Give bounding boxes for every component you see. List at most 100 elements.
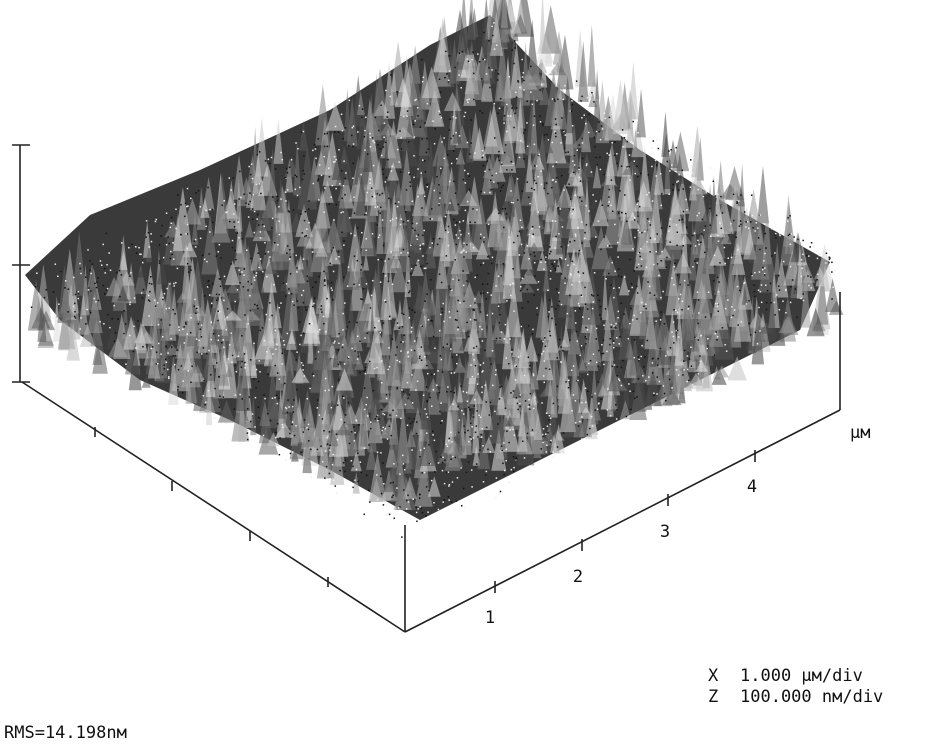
surface-texture [277,200,279,202]
surface-texture [452,403,454,405]
surface-texture [319,329,321,331]
surface-texture [745,226,747,228]
surface-texture [383,322,385,324]
surface-texture [338,364,340,366]
surface-texture [132,351,134,353]
surface-texture [774,252,776,254]
surface-texture [129,302,131,304]
surface-texture [568,387,570,389]
surface-texture [697,215,699,217]
surface-texture [793,236,795,238]
surface-texture [536,53,538,55]
surface-texture [357,453,359,455]
surface-texture [571,110,573,112]
surface-texture [517,178,519,180]
surface-texture [541,448,543,450]
surface-texture [306,427,308,429]
surface-texture [714,266,716,268]
surface-texture [633,315,635,317]
surface-texture [779,233,781,235]
surface-texture [424,472,426,474]
surface-texture [664,393,666,395]
surface-texture [488,224,490,226]
surface-texture [668,150,670,152]
surface-texture [216,294,218,296]
surface-texture [290,453,292,455]
surface-texture [467,142,469,144]
surface-texture [166,361,168,363]
surface-texture [676,369,678,371]
surface-texture [274,242,276,244]
surface-texture [190,317,192,319]
surface-texture [508,363,510,365]
surface-texture [247,439,249,441]
surface-texture [481,386,483,388]
surface-texture [249,201,251,203]
surface-texture [591,92,593,94]
surface-texture [508,76,510,78]
surface-texture [653,264,655,266]
surface-texture [157,302,159,304]
surface-texture [682,219,684,221]
surface-texture [344,471,346,473]
surface-texture [150,276,152,278]
surface-texture [375,206,377,208]
surface-texture [489,87,491,89]
surface-texture [324,133,326,135]
surface-texture [801,268,803,270]
surface-texture [537,176,539,178]
surface-texture [612,366,614,368]
surface-texture [483,241,485,243]
surface-texture [410,273,412,275]
surface-texture [385,275,387,277]
surface-texture [497,183,499,185]
surface-texture [473,347,475,349]
surface-texture [286,283,288,285]
surface-texture [801,259,803,261]
surface-texture [383,245,385,247]
surface-texture [685,199,687,201]
surface-texture [560,142,562,144]
surface-texture [388,281,390,283]
surface-texture [495,285,497,287]
surface-texture [279,437,281,439]
surface-texture [576,331,578,333]
surface-texture [480,434,482,436]
surface-texture [407,398,409,400]
surface-texture [88,289,90,291]
surface-texture [287,245,289,247]
surface-texture [577,380,579,382]
surface-texture [382,219,384,221]
surface-texture [67,311,69,313]
surface-texture [438,204,440,206]
surface-texture [437,370,439,372]
surface-texture [123,333,125,335]
surface-texture [407,529,409,531]
surface-texture [615,327,617,329]
surface-texture [508,482,510,484]
surface-texture [618,378,620,380]
surface-texture [445,230,447,232]
surface-texture [300,335,302,337]
surface-texture [653,393,655,395]
surface-texture [655,160,657,162]
surface-texture [465,182,467,184]
surface-texture [259,151,261,153]
surface-texture [263,435,265,437]
surface-texture [738,200,740,202]
surface-texture [234,408,236,410]
surface-texture [506,213,508,215]
surface-texture [383,136,385,138]
surface-texture [684,350,686,352]
surface-texture [156,219,158,221]
surface-texture [134,297,136,299]
surface-texture [550,418,552,420]
surface-texture [775,233,777,235]
surface-texture [488,273,490,275]
surface-texture [472,208,474,210]
surface-texture [426,386,428,388]
surface-texture [382,413,384,415]
surface-texture [571,410,573,412]
surface-texture [439,392,441,394]
surface-texture [389,426,391,428]
